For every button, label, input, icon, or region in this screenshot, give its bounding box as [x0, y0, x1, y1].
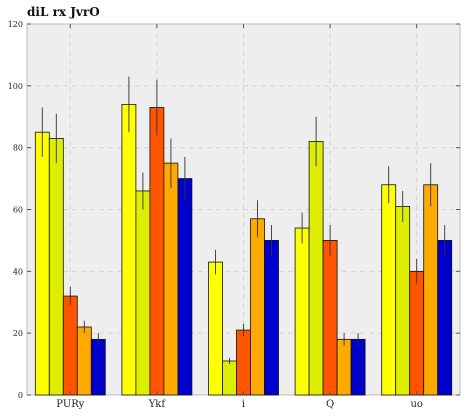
bar [395, 206, 411, 396]
bar [264, 240, 279, 396]
bar [135, 190, 151, 396]
bar [48, 137, 64, 396]
bar [336, 338, 352, 396]
x-tick-label: Q [326, 399, 334, 410]
x-tick-label: uo [410, 399, 422, 410]
y-tick-label: 20 [13, 329, 23, 338]
bar [437, 240, 453, 396]
bar [34, 131, 50, 396]
bar [62, 295, 78, 396]
bar [121, 103, 137, 396]
y-tick-label: 40 [13, 267, 23, 276]
bar [222, 360, 237, 396]
y-axis-ticks: 0 20 40 60 80 100 120 [8, 20, 460, 400]
error-bars [41, 76, 446, 365]
bar [76, 326, 92, 396]
bar [423, 184, 439, 396]
y-tick-label: 120 [8, 20, 23, 29]
bar [149, 107, 165, 396]
bar [90, 338, 106, 396]
bar [177, 178, 193, 396]
y-tick-label: 60 [13, 206, 23, 215]
bar [163, 162, 179, 396]
bar [208, 261, 223, 396]
bar [322, 240, 338, 396]
x-tick-label: PURy [56, 399, 84, 410]
bar [381, 184, 397, 396]
x-tick-label: Ykf [148, 399, 167, 410]
y-tick-label: 80 [13, 144, 23, 153]
y-tick-label: 100 [8, 82, 23, 91]
x-tick-label: i [242, 399, 245, 410]
bar [350, 338, 366, 396]
bar [308, 141, 324, 396]
chart-title: diL rx JvrO [27, 5, 100, 19]
bar [250, 218, 265, 396]
bar [236, 329, 251, 396]
bar [409, 270, 425, 396]
bars [34, 103, 453, 396]
y-tick-label: 0 [18, 391, 23, 400]
bar [294, 227, 310, 396]
